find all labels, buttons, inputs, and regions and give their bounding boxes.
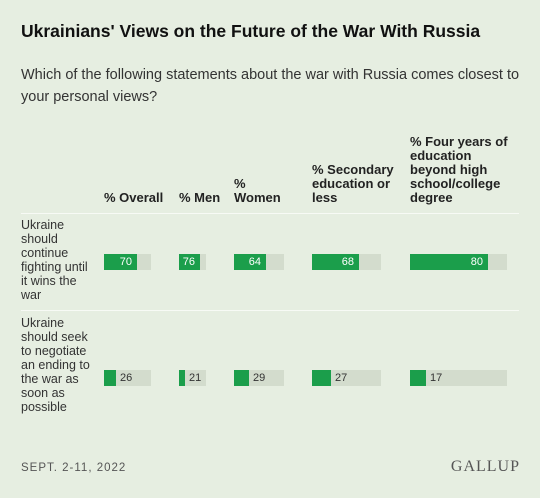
row-label: Ukraine should continue fighting until i…	[21, 218, 88, 302]
bar	[234, 254, 266, 270]
bar-track: 64	[234, 254, 284, 270]
gallup-logo: GALLUP	[450, 458, 520, 475]
bar-track: 17	[410, 370, 507, 386]
data-label: 64	[248, 256, 261, 268]
bar-track: 21	[179, 370, 206, 386]
row-separator	[21, 310, 519, 311]
bar	[179, 254, 200, 270]
bar	[179, 370, 185, 386]
data-label: 21	[189, 372, 202, 384]
bar	[104, 370, 116, 386]
bar-track: 76	[179, 254, 206, 270]
data-label: 80	[470, 256, 483, 268]
data-label: 27	[335, 372, 348, 384]
data-label: 17	[430, 372, 443, 384]
row-separator	[21, 213, 519, 214]
bar	[410, 370, 426, 386]
bar-track: 26	[104, 370, 151, 386]
bar-track: 27	[312, 370, 381, 386]
data-label: 76	[182, 256, 195, 268]
bar	[234, 370, 249, 386]
bar	[410, 254, 488, 270]
bar-track: 29	[234, 370, 284, 386]
column-header: % Four years of education beyond high sc…	[410, 134, 508, 205]
bar-track: 68	[312, 254, 381, 270]
column-header: % Secondary education or less	[312, 162, 394, 205]
chart-subtitle: Which of the following statements about …	[21, 67, 520, 105]
survey-date: SEPT. 2-11, 2022	[21, 462, 127, 474]
column-header: % Women	[234, 176, 281, 205]
data-label: 29	[253, 372, 266, 384]
row-label: Ukraine should seek to negotiate an endi…	[21, 316, 90, 414]
chart-title: Ukrainians' Views on the Future of the W…	[21, 21, 481, 41]
bar	[312, 370, 331, 386]
bar	[104, 254, 137, 270]
column-header: % Men	[179, 190, 221, 205]
bar-track: 70	[104, 254, 151, 270]
column-header: % Overall	[104, 190, 164, 205]
data-label: 26	[120, 372, 133, 384]
bar	[312, 254, 359, 270]
bar-track: 80	[410, 254, 507, 270]
data-label: 68	[341, 256, 354, 268]
data-label: 70	[119, 256, 132, 268]
